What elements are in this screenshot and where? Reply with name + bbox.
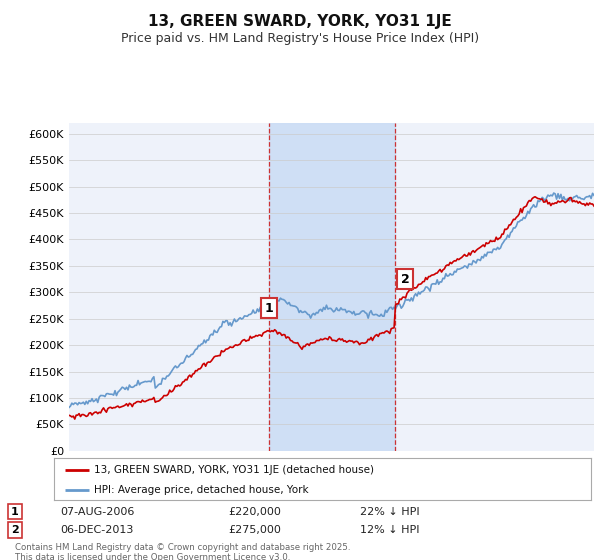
Text: 06-DEC-2013: 06-DEC-2013: [60, 525, 133, 535]
Text: Price paid vs. HM Land Registry's House Price Index (HPI): Price paid vs. HM Land Registry's House …: [121, 32, 479, 45]
Text: £220,000: £220,000: [228, 507, 281, 517]
Text: 12% ↓ HPI: 12% ↓ HPI: [360, 525, 419, 535]
Text: £275,000: £275,000: [228, 525, 281, 535]
Text: 22% ↓ HPI: 22% ↓ HPI: [360, 507, 419, 517]
Text: 1: 1: [264, 302, 273, 315]
Text: 2: 2: [401, 273, 409, 286]
Bar: [269, 123, 395, 451]
Text: 1: 1: [11, 507, 19, 517]
Text: 2: 2: [11, 525, 19, 535]
Text: HPI: Average price, detached house, York: HPI: Average price, detached house, York: [94, 484, 309, 494]
Text: Contains HM Land Registry data © Crown copyright and database right 2025.
This d: Contains HM Land Registry data © Crown c…: [15, 543, 350, 560]
Text: 07-AUG-2006: 07-AUG-2006: [60, 507, 134, 517]
Text: 13, GREEN SWARD, YORK, YO31 1JE: 13, GREEN SWARD, YORK, YO31 1JE: [148, 14, 452, 29]
Text: 13, GREEN SWARD, YORK, YO31 1JE (detached house): 13, GREEN SWARD, YORK, YO31 1JE (detache…: [94, 465, 374, 475]
